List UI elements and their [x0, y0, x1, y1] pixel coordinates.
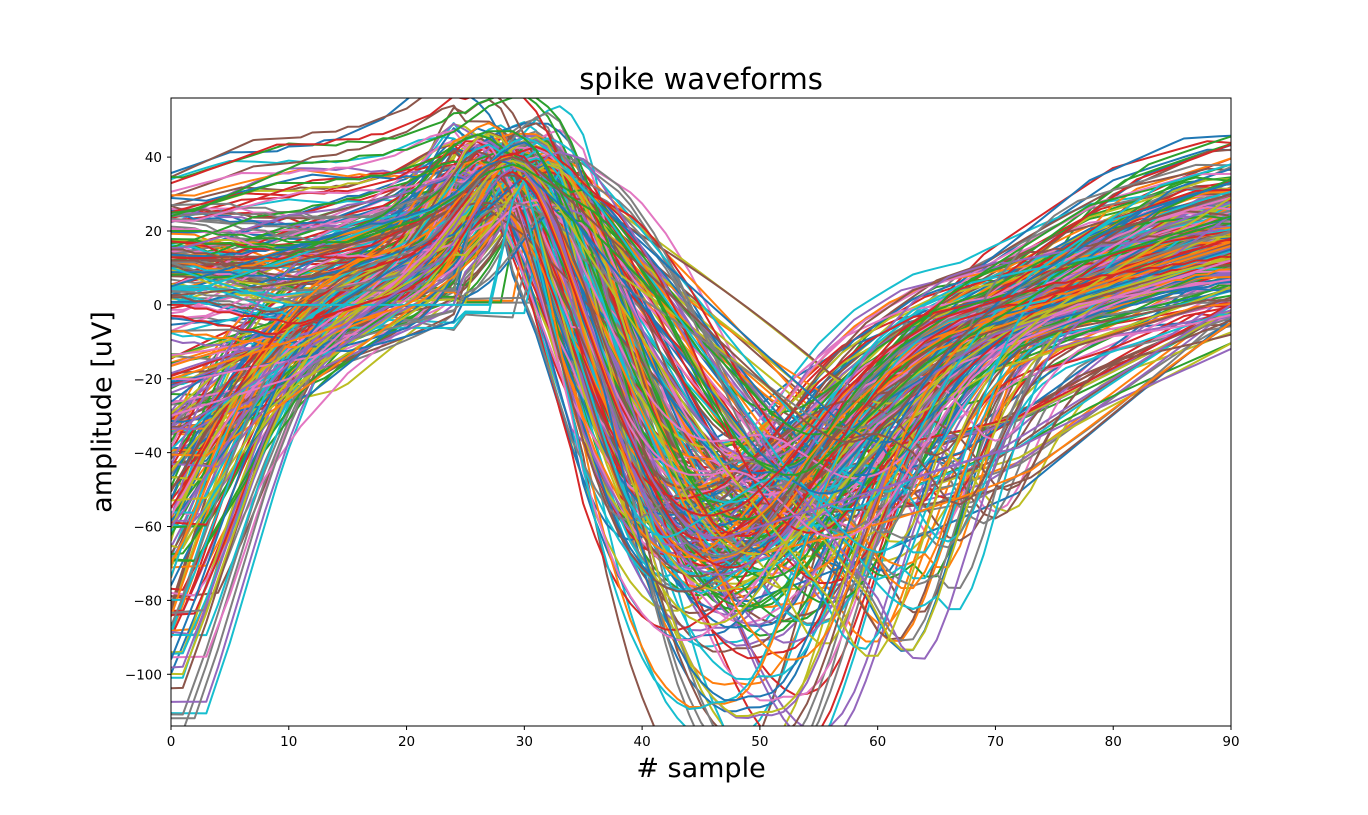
- plot-frame: [170, 97, 1232, 727]
- waveform-variant-line: [171, 139, 1231, 483]
- x-tick-label: 10: [280, 734, 297, 750]
- waveform-variant-line: [171, 139, 1231, 624]
- y-tick-label: 20: [145, 224, 162, 240]
- y-tick-label: 0: [153, 298, 162, 314]
- x-tick-label: 50: [751, 734, 768, 750]
- y-tick-label: −100: [125, 667, 162, 683]
- y-tick-label: −60: [134, 520, 163, 536]
- waveform-variant-line: [171, 184, 1231, 449]
- waveform-variant-line: [171, 145, 1231, 534]
- waveform-variant-line: [171, 160, 1231, 504]
- waveform-variant-line: [171, 150, 1231, 447]
- x-tick-label: 40: [634, 734, 651, 750]
- waveform-variant-line: [171, 143, 1231, 710]
- waveform-variant-line: [171, 201, 1231, 430]
- x-tick-label: 70: [987, 734, 1004, 750]
- waveform-variant-line: [171, 199, 1231, 480]
- waveform-variant-line: [171, 151, 1231, 660]
- waveform-variant-line: [171, 163, 1231, 534]
- x-tick-label: 80: [1105, 734, 1122, 750]
- waveform-variant-line: [171, 201, 1231, 491]
- chart-title: spike waveforms: [579, 62, 823, 96]
- waveform-variant-line: [171, 139, 1231, 642]
- waveform-line-w14: [171, 170, 1231, 517]
- y-tick-label: −80: [134, 593, 163, 609]
- series-layer: [171, 98, 1231, 726]
- y-tick-label: −40: [134, 446, 163, 462]
- y-axis: −100 −80 −60 −40 −20 0 20 40: [125, 150, 171, 683]
- x-tick-label: 60: [869, 734, 886, 750]
- x-tick-label: 0: [167, 734, 176, 750]
- x-tick-label: 20: [398, 734, 415, 750]
- waveform-variant-line: [171, 98, 1231, 554]
- x-axis-label: # sample: [636, 753, 765, 784]
- x-tick-label: 30: [516, 734, 533, 750]
- waveform-variant-line: [171, 204, 1231, 491]
- waveform-line-w1: [171, 141, 1231, 702]
- x-axis: 0 10 20 30 40 50 60 70 80 90: [167, 726, 1240, 750]
- waveform-line-w16: [171, 156, 1231, 443]
- waveform-variant-line: [171, 158, 1231, 556]
- y-axis-label: amplitude [uV]: [87, 311, 118, 513]
- waveform-variant-line: [171, 186, 1231, 505]
- waveform-variant-line: [171, 150, 1231, 593]
- waveform-variant-line: [171, 161, 1231, 651]
- y-tick-label: 40: [145, 150, 162, 166]
- waveform-variant-line: [171, 136, 1231, 511]
- waveform-line-w9: [171, 159, 1231, 657]
- waveform-line-w15: [171, 167, 1231, 539]
- waveform-line-w8: [171, 156, 1231, 627]
- waveform-variant-line: [171, 98, 1231, 537]
- waveform-variant-line: [171, 137, 1231, 493]
- y-tick-label: −20: [134, 372, 163, 388]
- x-tick-label: 90: [1222, 734, 1239, 750]
- waveform-line-w7: [171, 163, 1231, 539]
